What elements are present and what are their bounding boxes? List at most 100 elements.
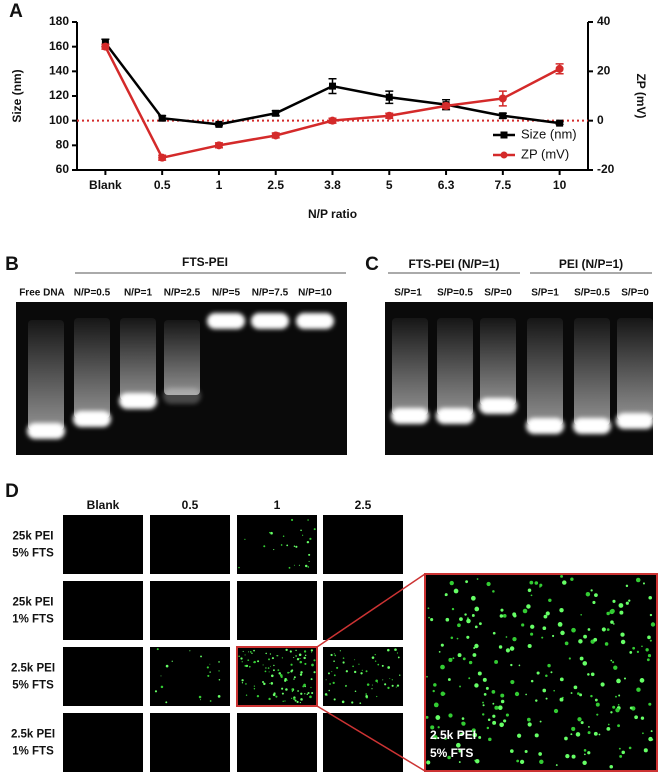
fluorescence-spot xyxy=(248,651,249,653)
fluorescence-spot xyxy=(457,653,462,658)
fluorescence-spot xyxy=(487,718,491,722)
fluorescence-spot xyxy=(460,732,463,736)
fluorescence-spot xyxy=(426,675,428,678)
fluorescence-spot xyxy=(616,678,621,684)
panel-label: B xyxy=(5,254,19,275)
fluorescence-spot xyxy=(371,688,373,690)
fluorescence-spot xyxy=(607,723,610,726)
fluorescence-spot xyxy=(587,628,591,631)
fluorescence-spot xyxy=(365,695,368,698)
fluorescence-spot xyxy=(358,663,360,665)
fluorescence-spot xyxy=(270,674,274,678)
fluorescence-spot xyxy=(639,678,645,683)
fluorescence-spot xyxy=(650,730,653,733)
fluorescence-spot xyxy=(466,635,470,639)
highlight-box xyxy=(236,646,318,707)
fluorescence-spot xyxy=(571,754,576,759)
fluorescence-spot xyxy=(636,650,640,653)
y-tick-label: 80 xyxy=(56,138,70,152)
fluorescence-spot xyxy=(500,693,505,698)
fluorescence-spot xyxy=(502,613,507,618)
fluorescence-spot xyxy=(529,580,534,585)
fluorescence-spot xyxy=(564,736,568,741)
fluorescence-spot xyxy=(284,679,287,682)
zoom-line xyxy=(316,573,426,648)
fluorescence-spot xyxy=(492,714,496,718)
fluorescence-spot xyxy=(300,692,303,695)
micrograph xyxy=(150,713,230,772)
lane-label: N/P=10 xyxy=(298,288,332,299)
fluorescence-spot xyxy=(430,618,434,622)
fluorescence-spot xyxy=(273,664,275,667)
fluorescence-spot xyxy=(499,722,504,728)
fluorescence-spot xyxy=(304,654,307,657)
fluorescence-spot xyxy=(530,624,535,629)
fluorescence-spot xyxy=(485,686,489,690)
fluorescence-spot xyxy=(587,731,591,735)
fluorescence-spot xyxy=(298,653,302,657)
fluorescence-spot xyxy=(333,674,336,677)
fluorescence-spot xyxy=(265,652,267,655)
group-label: FTS-PEI xyxy=(182,255,228,269)
fluorescence-spot xyxy=(296,700,299,704)
fluorescence-spot xyxy=(474,625,478,629)
lane-label: N/P=7.5 xyxy=(252,288,289,299)
column-label: Blank xyxy=(87,498,120,512)
fluorescence-spot xyxy=(377,663,380,666)
fluorescence-spot xyxy=(516,759,520,763)
fluorescence-spot xyxy=(570,577,574,581)
fluorescence-spot xyxy=(375,679,378,683)
fluorescence-spot xyxy=(371,684,373,686)
column-label: 1 xyxy=(274,498,281,512)
data-point xyxy=(556,119,564,127)
data-point xyxy=(385,111,394,120)
fluorescence-spot xyxy=(399,674,401,676)
fluorescence-spot xyxy=(387,648,390,652)
fluorescence-spot xyxy=(613,623,615,625)
fluorescence-spot xyxy=(310,678,313,681)
fluorescence-spot xyxy=(545,697,548,700)
fluorescence-spot xyxy=(585,592,591,597)
fluorescence-spot xyxy=(559,697,564,702)
fluorescence-spot xyxy=(570,692,573,694)
fluorescence-spot xyxy=(253,649,255,652)
fluorescence-spot xyxy=(218,661,220,663)
fluorescence-spot xyxy=(565,753,570,759)
fluorescence-spot xyxy=(588,726,590,728)
fluorescence-spot xyxy=(276,655,278,657)
fluorescence-spot xyxy=(615,695,617,698)
fluorescence-spot xyxy=(354,659,356,661)
fluorescence-spot xyxy=(352,665,354,668)
fluorescence-spot xyxy=(299,660,303,664)
fluorescence-spot xyxy=(577,692,580,695)
fluorescence-spot xyxy=(449,580,454,586)
fluorescence-spot xyxy=(641,645,643,648)
fluorescence-spot xyxy=(579,693,583,697)
fluorescence-spot xyxy=(482,701,484,704)
fluorescence-spot xyxy=(587,751,591,755)
fluorescence-spot xyxy=(497,705,503,710)
fluorescence-spot xyxy=(285,688,288,691)
panel-label: D xyxy=(5,481,19,502)
fluorescence-spot xyxy=(303,650,307,653)
fluorescence-spot xyxy=(293,656,295,659)
fluorescence-spot xyxy=(562,580,567,585)
fluorescence-spot xyxy=(430,725,435,730)
gel-band xyxy=(526,418,564,434)
fluorescence-spot xyxy=(444,737,447,740)
lane-label: S/P=0 xyxy=(621,288,649,299)
legend-marker xyxy=(500,151,508,159)
fluorescence-spot xyxy=(492,702,495,705)
fluorescence-spot xyxy=(598,733,601,736)
fluorescence-spot xyxy=(253,685,256,687)
fluorescence-spot xyxy=(308,553,311,556)
fluorescence-spot xyxy=(387,666,391,669)
fluorescence-spot xyxy=(394,648,397,651)
fluorescence-spot xyxy=(604,642,609,646)
fluorescence-spot xyxy=(256,694,260,698)
fluorescence-spot xyxy=(629,651,633,654)
panel-label: A xyxy=(9,1,23,22)
fluorescence-spot xyxy=(280,544,283,546)
fluorescence-spot xyxy=(617,704,620,706)
data-point xyxy=(214,141,223,150)
